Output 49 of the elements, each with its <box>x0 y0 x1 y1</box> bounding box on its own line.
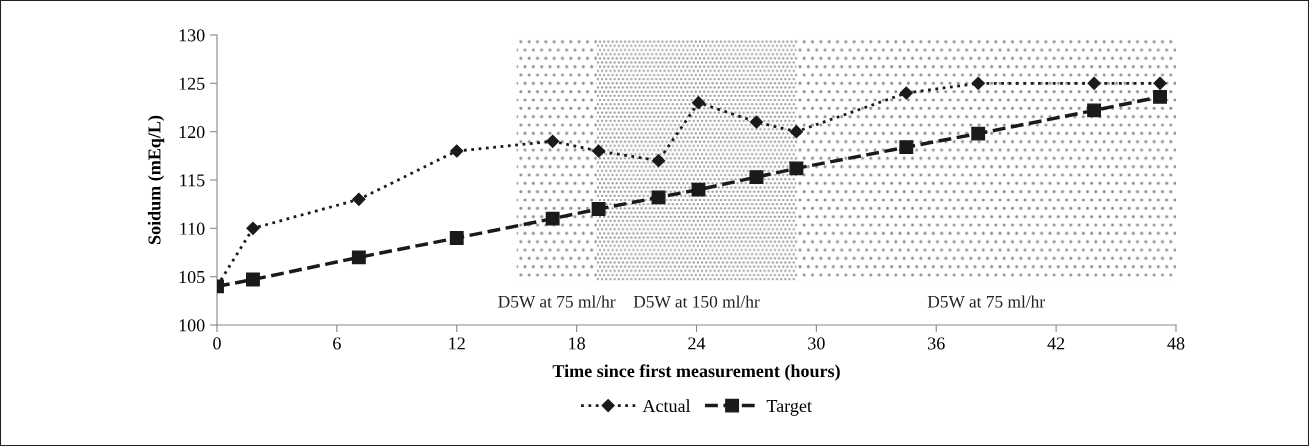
y-tick-label: 125 <box>179 77 205 90</box>
legend-label: Actual <box>642 399 691 413</box>
point <box>749 115 764 129</box>
legend-label: Target <box>766 400 812 416</box>
point <box>449 231 464 245</box>
x-tick-label: 36 <box>928 337 945 350</box>
point <box>749 170 764 185</box>
y-tick-label: 115 <box>180 174 205 187</box>
point <box>899 86 913 100</box>
band-label: D5W at 75 ml/hr <box>498 295 616 308</box>
point <box>651 190 666 205</box>
point <box>789 161 804 176</box>
y-tick-label: 130 <box>179 29 205 42</box>
point <box>1087 103 1102 118</box>
y-tick-label: 105 <box>179 270 205 284</box>
band-label: D5W at 75 ml/hr <box>927 295 1045 308</box>
point <box>789 125 803 139</box>
x-tick-label: 30 <box>808 337 825 350</box>
y-tick-label: 120 <box>179 125 205 139</box>
point <box>691 96 706 110</box>
point <box>351 250 366 265</box>
point <box>1153 89 1167 104</box>
point <box>246 221 260 235</box>
x-tick-label: 0 <box>213 337 221 350</box>
y-tick-label: 110 <box>180 222 205 235</box>
x-tick-label: 12 <box>449 337 465 350</box>
y-axis-title: Soidum (mEq/L) <box>147 115 165 244</box>
point <box>592 144 606 158</box>
point <box>246 272 260 287</box>
point <box>971 126 986 141</box>
x-axis-title: Time since first measurement (hours) <box>552 364 840 381</box>
point <box>1153 76 1167 90</box>
point <box>546 134 560 148</box>
band-label: D5W at 150 ml/hr <box>633 295 760 308</box>
x-tick-label: 6 <box>333 337 341 350</box>
point <box>1087 76 1101 90</box>
point <box>651 154 666 168</box>
point <box>545 211 560 226</box>
point <box>591 202 606 216</box>
x-tick-label: 48 <box>1167 337 1185 350</box>
point <box>899 140 914 155</box>
point <box>352 192 366 206</box>
point <box>691 182 706 197</box>
x-tick-label: 42 <box>1047 337 1065 350</box>
point <box>971 76 985 90</box>
y-tick-label: 100 <box>179 319 205 332</box>
x-tick-label: 24 <box>688 337 706 350</box>
point <box>450 144 464 158</box>
x-tick-label: 18 <box>569 337 585 350</box>
